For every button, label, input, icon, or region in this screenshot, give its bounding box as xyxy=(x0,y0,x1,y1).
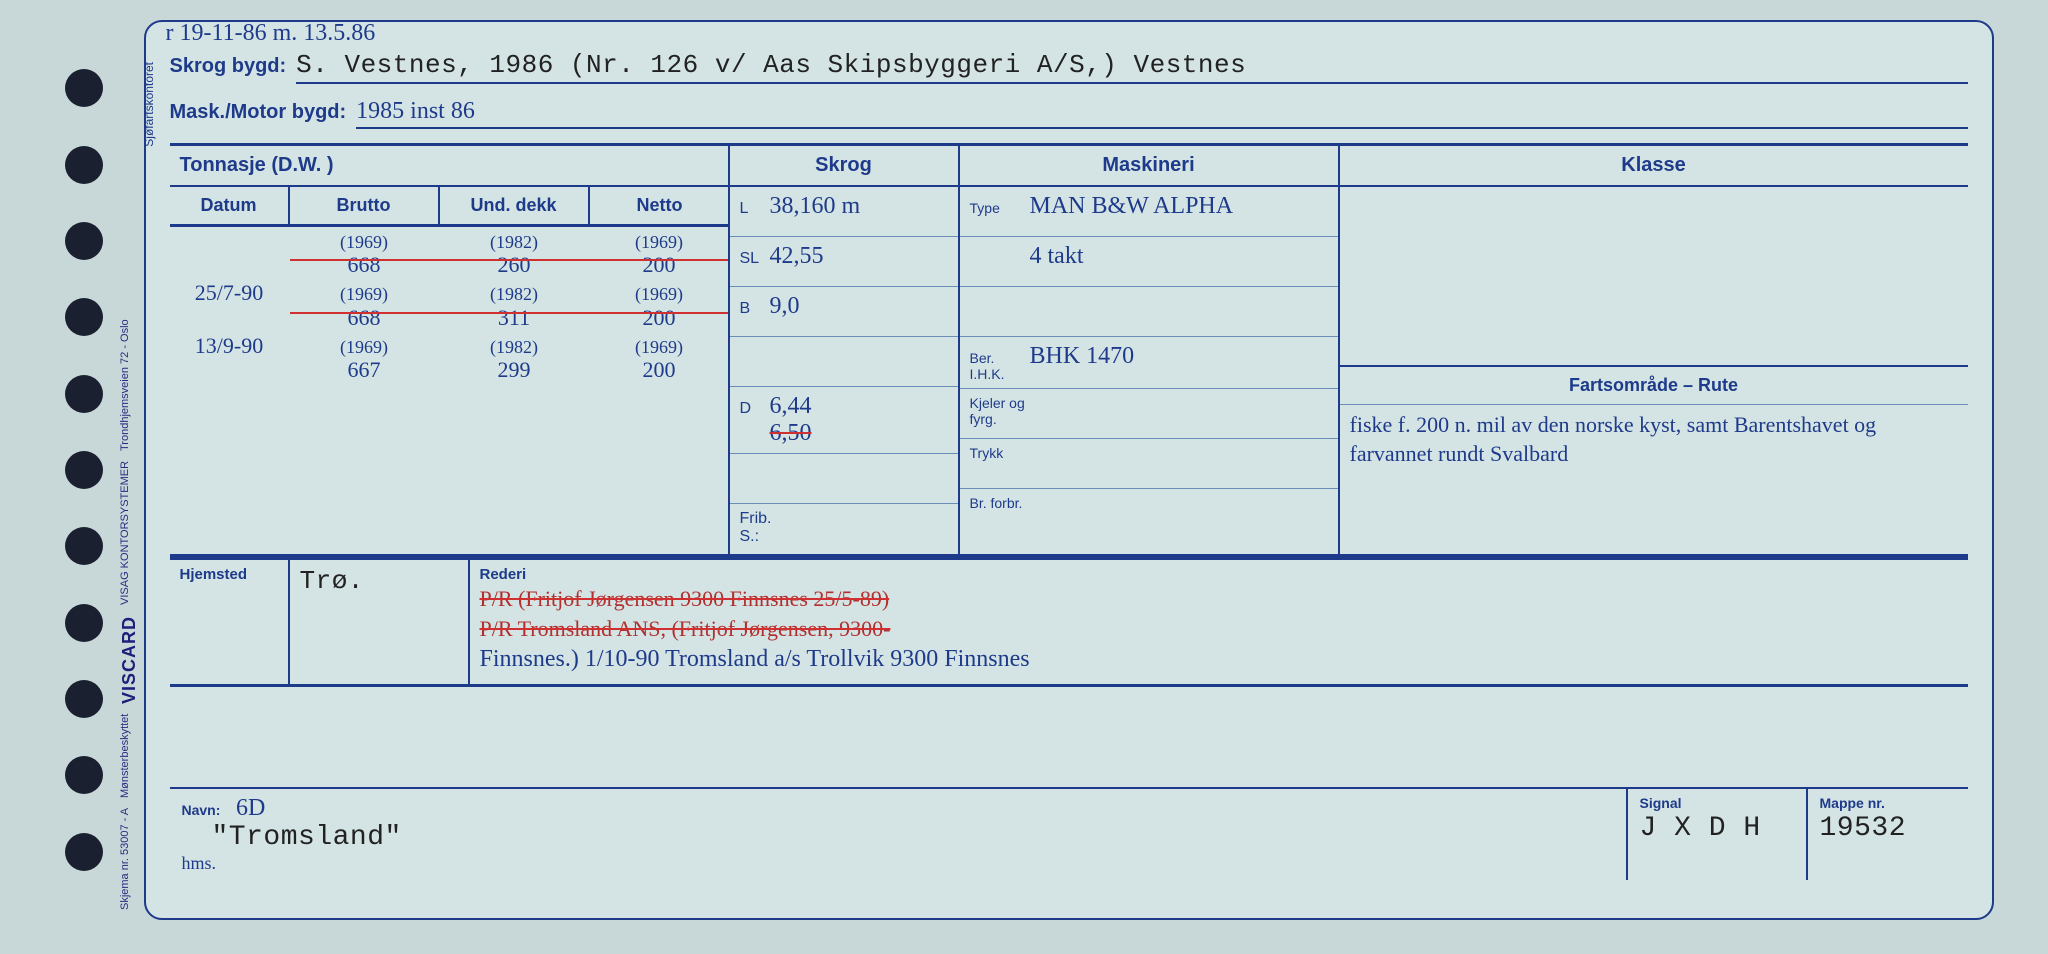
main-grid: Tonnasje (D.W. ) Datum Brutto Und. dekk … xyxy=(170,143,1968,557)
mask-blank xyxy=(960,287,1338,337)
hole xyxy=(65,146,103,184)
mappe-value: 19532 xyxy=(1820,813,1907,844)
mask-type: TypeMAN B&W ALPHA xyxy=(960,187,1338,237)
navn-cell: Navn: 6D "Tromsland" hms. xyxy=(170,789,1628,880)
top-annotation: r 19-11-86 m. 13.5.86 xyxy=(166,20,376,47)
skrog-bygd-value: S. Vestnes, 1986 (Nr. 126 v/ Aas Skipsby… xyxy=(296,50,1967,84)
imprint-line2: Trondhjemsveien 72 - Oslo xyxy=(119,320,140,452)
imprint-line1: VISAG KONTORSYSTEMER xyxy=(119,461,140,605)
skrog-title: Skrog xyxy=(730,146,958,187)
table-row: 25/7-90 (1969)668 (1982)311 (1969)200 xyxy=(170,279,728,331)
hole xyxy=(65,604,103,642)
mask-kjeler: Kjeler og fyrg. xyxy=(960,389,1338,439)
klasse-col: Klasse Fartsområde – Rute fiske f. 200 n… xyxy=(1340,146,1968,554)
signal-cell: Signal J X D H xyxy=(1628,789,1808,880)
brand-logo: VISCARD xyxy=(119,616,140,704)
hjemsted-row: Hjemsted Trø. Rederi P/R (Fritjof Jørgen… xyxy=(170,557,1968,687)
hjemsted-label-cell: Hjemsted xyxy=(170,560,290,684)
skrog-blank xyxy=(730,337,958,387)
col-brutto: Brutto xyxy=(290,187,440,224)
sidebar-imprint: Skjema nr. 53007 - A Mønsterbeskyttet VI… xyxy=(115,20,144,920)
skrog-L: L38,160 m xyxy=(730,187,958,237)
imprint-line3: Skjema nr. 53007 - A xyxy=(119,808,140,910)
maskineri-title: Maskineri xyxy=(960,146,1338,187)
mask-trykk: Trykk xyxy=(960,439,1338,489)
hole xyxy=(65,833,103,871)
hole xyxy=(65,69,103,107)
klasse-body xyxy=(1340,187,1968,367)
hole xyxy=(65,756,103,794)
side-label-sjofart: Sjøfartskontoret xyxy=(142,62,156,147)
tonnasje-rows: (1969)668 (1982)260 (1969)200 25/7-90 (1… xyxy=(170,227,728,507)
skrog-frib: Frib.S.: xyxy=(730,504,958,554)
index-card: Sjøfartskontoret r 19-11-86 m. 13.5.86 S… xyxy=(144,20,1994,920)
footer-row: Navn: 6D "Tromsland" hms. Signal J X D H… xyxy=(170,787,1968,880)
fartsområde-title: Fartsområde – Rute xyxy=(1340,367,1968,405)
skrog-bygd-label: Skrog bygd: xyxy=(170,55,287,78)
tonnasje-col: Tonnasje (D.W. ) Datum Brutto Und. dekk … xyxy=(170,146,730,554)
hole xyxy=(65,451,103,489)
maskineri-col: Maskineri TypeMAN B&W ALPHA 4 takt Ber. … xyxy=(960,146,1340,554)
mask-br: Br. forbr. xyxy=(960,489,1338,539)
mask-motor-value: 1985 inst 86 xyxy=(356,98,1967,129)
mask-motor-row: Mask./Motor bygd: 1985 inst 86 xyxy=(170,98,1968,129)
hole xyxy=(65,222,103,260)
card-wrapper: Skjema nr. 53007 - A Mønsterbeskyttet VI… xyxy=(55,20,1994,920)
signal-value: J X D H xyxy=(1640,813,1761,844)
skrog-SL: SL42,55 xyxy=(730,237,958,287)
skrog-D: D6,446,50 xyxy=(730,387,958,454)
rederi-cell: Rederi P/R (Fritjof Jørgensen 9300 Finns… xyxy=(470,560,1968,684)
maskineri-rows: TypeMAN B&W ALPHA 4 takt Ber. I.H.K.BHK … xyxy=(960,187,1338,539)
col-und-dekk: Und. dekk xyxy=(440,187,590,224)
rederi-text: P/R (Fritjof Jørgensen 9300 Finnsnes 25/… xyxy=(480,584,1958,676)
hjemsted-value-cell: Trø. xyxy=(290,560,470,684)
mask-ber: Ber. I.H.K.BHK 1470 xyxy=(960,337,1338,389)
skrog-bygd-row: Skrog bygd: S. Vestnes, 1986 (Nr. 126 v/… xyxy=(170,50,1968,84)
mask-takt: 4 takt xyxy=(960,237,1338,287)
hole xyxy=(65,375,103,413)
mask-motor-label: Mask./Motor bygd: xyxy=(170,101,347,124)
skrog-B: B9,0 xyxy=(730,287,958,337)
binder-holes xyxy=(55,20,115,920)
col-datum: Datum xyxy=(170,187,290,224)
klasse-title: Klasse xyxy=(1340,146,1968,187)
table-row: 13/9-90 (1969)667 (1982)299 (1969)200 xyxy=(170,332,728,384)
vessel-name: "Tromsland" xyxy=(212,822,402,853)
imprint-line4: Mønsterbeskyttet xyxy=(119,714,140,798)
hole xyxy=(65,527,103,565)
fartsområde-text: fiske f. 200 n. mil av den norske kyst, … xyxy=(1340,405,1968,474)
tonnasje-subhead: Datum Brutto Und. dekk Netto xyxy=(170,187,728,227)
strike-line xyxy=(290,312,728,314)
col-netto: Netto xyxy=(590,187,730,224)
hole xyxy=(65,298,103,336)
skrog-col: Skrog L38,160 m SL42,55 B9,0 D6,446,50 F… xyxy=(730,146,960,554)
skrog-rows: L38,160 m SL42,55 B9,0 D6,446,50 Frib.S.… xyxy=(730,187,958,554)
mappe-cell: Mappe nr. 19532 xyxy=(1808,789,1968,880)
hole xyxy=(65,680,103,718)
tonnasje-title: Tonnasje (D.W. ) xyxy=(170,146,728,187)
strike-line xyxy=(290,259,728,261)
table-row: (1969)668 (1982)260 (1969)200 xyxy=(170,227,728,279)
skrog-blank2 xyxy=(730,454,958,504)
